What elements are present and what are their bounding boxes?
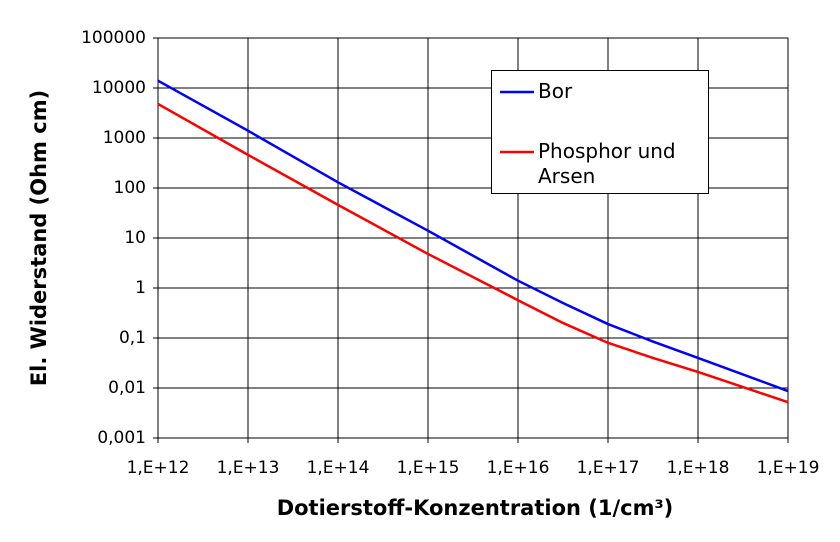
y-tick-label: 1 (135, 278, 146, 298)
x-tick-label: 1,E+13 (217, 458, 280, 478)
y-tick-label: 10 (124, 228, 146, 248)
x-tick-label: 1,E+17 (577, 458, 640, 478)
data-line (157, 102, 789, 404)
y-tick-label: 0,1 (119, 328, 146, 348)
y-axis-title: El. Widerstand (Ohm cm) (27, 90, 51, 386)
data-line (157, 79, 789, 393)
y-tick-label: 1000 (103, 128, 146, 148)
y-tick-label: 10000 (92, 78, 146, 98)
x-axis-title: Dotierstoff-Konzentration (1/cm³) (276, 496, 674, 520)
y-tick-label: 100 (114, 178, 146, 198)
x-tick-label: 1,E+16 (487, 458, 550, 478)
x-tick-label: 1,E+15 (397, 458, 460, 478)
y-tick-label: 100000 (81, 28, 146, 48)
legend-swatches (500, 90, 534, 154)
legend-label: Bor (538, 79, 573, 103)
x-tick-label: 1,E+19 (757, 458, 820, 478)
x-tick-label: 1,E+12 (127, 458, 190, 478)
x-tick-label: 1,E+14 (307, 458, 370, 478)
y-tick-label: 0,01 (108, 378, 146, 398)
legend-label: Phosphor und Arsen (538, 139, 676, 188)
x-tick-label: 1,E+18 (667, 458, 730, 478)
legend: Bor Phosphor und Arsen (491, 70, 709, 194)
y-tick-label: 0,001 (97, 428, 146, 448)
